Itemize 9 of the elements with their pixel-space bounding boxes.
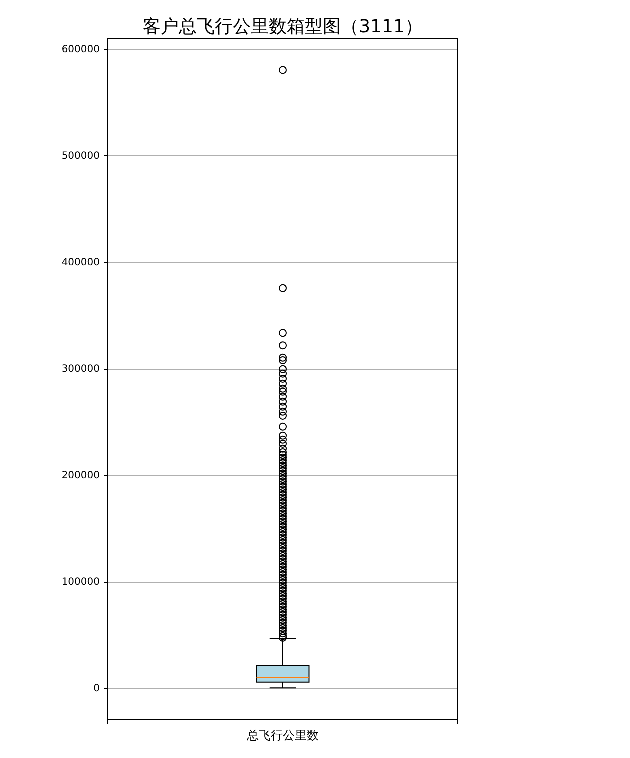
- y-tick-label: 600000: [62, 44, 100, 56]
- y-tick-label: 100000: [62, 577, 100, 588]
- y-tick-label: 300000: [62, 364, 100, 375]
- y-tick-label: 0: [94, 684, 100, 695]
- y-tick-label: 400000: [62, 257, 100, 268]
- y-tick-label: 200000: [62, 470, 100, 482]
- chart-title: 客户总飞行公里数箱型图（3111）: [143, 16, 423, 38]
- y-tick-label: 500000: [62, 150, 100, 162]
- x-tick-label: 总飞行公里数: [246, 728, 319, 742]
